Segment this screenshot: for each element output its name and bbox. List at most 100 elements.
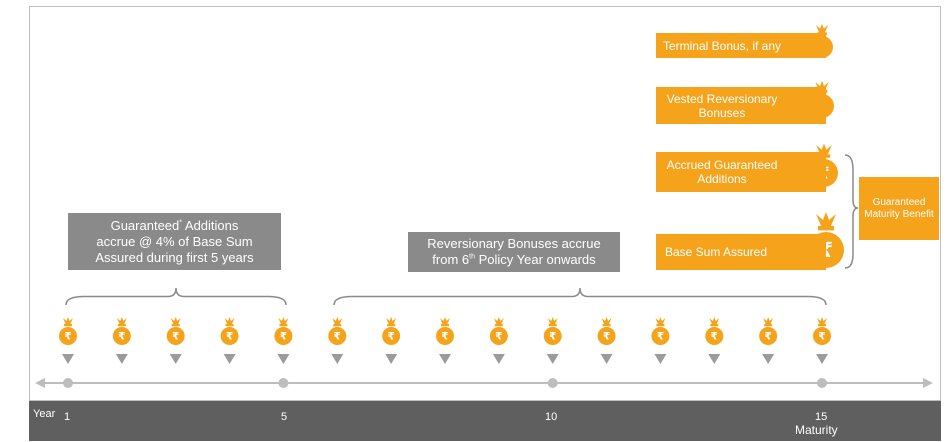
year-2-bag-icon-rupee: ₹ [118,330,125,342]
reversionary-bonuses-after: Policy Year onwards [474,252,596,267]
year-5-bag-icon: ₹ [274,317,293,345]
year-14-bag-icon-body [759,327,778,345]
year-5-down-arrow [277,354,290,364]
reversionary-bonuses-brace [333,287,827,306]
guaranteed-maturity-benefit-label: Guaranteed Maturity Benefit [864,196,934,220]
year-3-down-arrow [169,354,182,364]
vested-reversionary-bonuses-label: Vested Reversionary Bonuses [666,91,778,120]
guaranteed-additions-after: Additions [182,217,239,233]
year-11-bag-icon-rupee: ₹ [603,330,610,342]
terminal-bonus-bag-icon-top [815,23,829,34]
year-tick-5: 5 [281,411,288,423]
year-9-down-arrow [492,354,505,364]
timeline-dot-3 [547,378,558,388]
year-7-down-arrow [385,354,398,364]
year-6-bag-icon-rupee: ₹ [334,330,341,342]
year-1-down-arrow [62,354,74,364]
year-4-bag-icon-tie [225,324,234,327]
year-8-bag-icon-tie [441,324,449,327]
year-6-bag-icon-tie [333,324,342,327]
year-9-bag-icon-tie [494,324,503,327]
year-11-bag-icon: ₹ [597,317,616,345]
year-15-bag-icon-rupee: ₹ [818,330,825,342]
year-8-bag-icon-rupee: ₹ [441,330,448,342]
year-10-bag-icon-top [547,317,558,325]
year-15-down-arrow [816,354,828,364]
guaranteed-maturity-benefit-box: Guaranteed Maturity Benefit [859,177,939,240]
year-13-down-arrow [708,354,721,364]
year-3-bag-icon: ₹ [166,317,185,345]
year-3-bag-icon-body [166,327,185,345]
year-11-bag-icon-top [601,317,612,325]
timeline-left-arrow [35,378,45,388]
year-15-bag-icon-body [813,327,831,345]
year-14-bag-icon-top [763,317,774,325]
guaranteed-additions-box: Guaranteed* Additions accrue @ 4% of Bas… [68,213,281,270]
year-7-bag-icon-body [382,327,401,345]
year-8-bag-icon-body [436,327,454,345]
year-14-bag-icon-rupee: ₹ [765,330,772,342]
year-6-bag-icon-top [332,317,343,325]
year-11-down-arrow [600,354,613,364]
year-4-bag-icon-body [220,327,239,345]
year-12-bag-icon: ₹ [651,317,670,345]
year-1-bag-icon: ₹ [59,317,77,345]
reversionary-bonuses-line1: Reversionary Bonuses accrue [427,236,601,251]
guaranteed-additions-word: Guaranteed [110,217,180,233]
year-7-bag-icon: ₹ [382,317,401,345]
year-13-bag-icon-rupee: ₹ [711,330,718,342]
base-sum-assured-bag-icon-tie [818,226,834,231]
year-12-bag-icon-top [655,317,666,325]
year-tick-1: 1 [64,411,71,423]
year-1-bag-icon-body [59,327,77,345]
year-12-bag-icon-tie [656,324,665,327]
year-3-bag-icon-top [170,317,181,325]
year-4-bag-icon-top [224,317,235,325]
timeline-right-arrow [923,378,933,388]
year-10-bag-icon: ₹ [543,317,562,345]
year-7-bag-icon-top [386,317,397,325]
maturity-label: Maturity [795,423,838,437]
year-6-down-arrow [331,354,344,364]
year-1-bag-icon-top [63,317,73,325]
year-10-bag-icon-rupee: ₹ [549,330,556,342]
year-12-bag-icon-body [651,327,670,345]
year-13-bag-icon: ₹ [705,317,724,345]
guaranteed-additions-brace [65,287,287,306]
year-7-bag-icon-tie [387,324,396,327]
year-4-bag-icon: ₹ [220,317,239,345]
year-8-down-arrow [439,354,451,364]
year-9-bag-icon-top [493,317,504,325]
year-14-down-arrow [762,354,775,364]
base-sum-assured-box: Base Sum Assured [656,234,826,270]
accrued-guaranteed-additions-box: Accrued Guaranteed Additions [656,152,826,192]
year-axis-label: Year [33,408,56,420]
year-13-bag-icon-top [709,317,720,325]
year-15-bag-icon: ₹ [813,317,831,345]
terminal-bonus-label: Terminal Bonus, if any [662,38,782,53]
year-15-bag-icon-top [817,317,827,325]
base-sum-assured-bag-icon-top [816,212,836,228]
year-14-bag-icon: ₹ [759,317,778,345]
year-5-bag-icon-rupee: ₹ [280,330,287,342]
year-15-bag-icon-tie [818,324,826,327]
year-12-down-arrow [654,354,667,364]
year-10-bag-icon-body [543,327,562,345]
year-6-bag-icon: ₹ [328,317,347,345]
year-2-bag-icon-top [116,317,127,325]
timeline-dot-4 [817,378,827,388]
year-13-bag-icon-tie [710,324,719,327]
year-2-bag-icon-tie [117,324,126,327]
reversionary-bonuses-sup: th [469,253,475,261]
year-1-bag-icon-rupee: ₹ [64,330,71,342]
guaranteed-additions-line2: accrue @ 4% of Base Sum [96,233,253,249]
year-11-bag-icon-body [597,327,616,345]
timeline-dot-2 [278,378,289,388]
reversionary-bonuses-from: from 6 [432,252,470,267]
year-4-down-arrow [223,354,236,364]
year-9-bag-icon-body [489,327,508,345]
year-1-bag-icon-tie [64,324,72,327]
guaranteed-additions-line3: Assured during first 5 years [95,249,254,265]
year-2-bag-icon-body [112,327,131,345]
